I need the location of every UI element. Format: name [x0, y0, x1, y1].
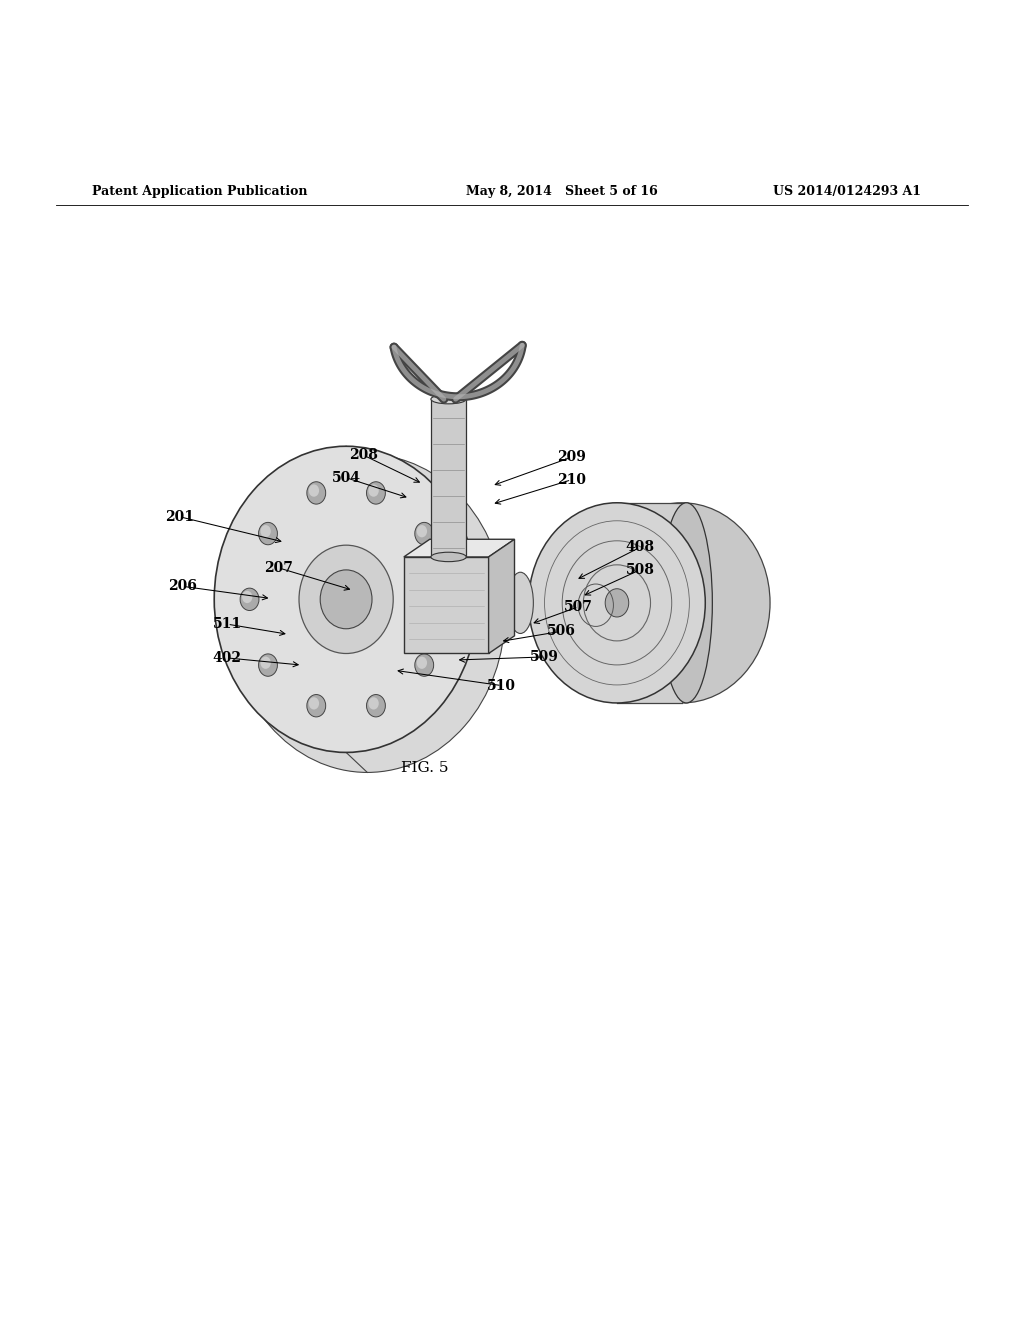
Ellipse shape: [308, 697, 319, 710]
Ellipse shape: [433, 589, 452, 611]
Ellipse shape: [660, 503, 713, 704]
Polygon shape: [488, 540, 514, 653]
Ellipse shape: [308, 484, 319, 496]
Ellipse shape: [321, 570, 372, 628]
Ellipse shape: [260, 525, 270, 537]
Ellipse shape: [367, 694, 385, 717]
Ellipse shape: [214, 446, 478, 752]
Text: 506: 506: [547, 624, 575, 639]
Text: 408: 408: [626, 540, 654, 554]
Ellipse shape: [242, 591, 252, 603]
Ellipse shape: [240, 589, 259, 611]
Text: 510: 510: [487, 678, 516, 693]
Text: 210: 210: [557, 473, 586, 487]
Text: 402: 402: [213, 651, 242, 665]
Ellipse shape: [369, 484, 379, 496]
Text: US 2014/0124293 A1: US 2014/0124293 A1: [773, 185, 922, 198]
Ellipse shape: [307, 694, 326, 717]
Text: 511: 511: [213, 618, 242, 631]
Ellipse shape: [605, 589, 629, 616]
Polygon shape: [403, 540, 514, 557]
Text: Patent Application Publication: Patent Application Publication: [92, 185, 307, 198]
Ellipse shape: [367, 482, 385, 504]
Text: FIG. 5: FIG. 5: [401, 760, 449, 775]
Text: May 8, 2014   Sheet 5 of 16: May 8, 2014 Sheet 5 of 16: [466, 185, 657, 198]
Ellipse shape: [259, 653, 278, 676]
Text: 201: 201: [165, 510, 194, 524]
Ellipse shape: [594, 503, 770, 704]
Ellipse shape: [435, 591, 445, 603]
Ellipse shape: [417, 656, 427, 669]
Ellipse shape: [431, 552, 466, 561]
Ellipse shape: [260, 656, 270, 669]
Bar: [403, 557, 488, 653]
Text: 206: 206: [168, 579, 197, 593]
Ellipse shape: [528, 503, 706, 704]
Text: 208: 208: [349, 449, 378, 462]
Ellipse shape: [299, 545, 393, 653]
Text: 509: 509: [530, 649, 559, 664]
Text: 508: 508: [626, 562, 654, 577]
Ellipse shape: [431, 395, 466, 404]
Ellipse shape: [229, 454, 505, 772]
Text: 207: 207: [264, 561, 293, 574]
Ellipse shape: [369, 697, 379, 710]
Ellipse shape: [259, 523, 278, 545]
Bar: [616, 503, 682, 704]
Text: 504: 504: [332, 471, 360, 484]
Ellipse shape: [415, 523, 433, 545]
Bar: [431, 399, 466, 557]
Text: 209: 209: [557, 450, 586, 465]
Ellipse shape: [508, 573, 534, 634]
Ellipse shape: [415, 653, 433, 676]
Ellipse shape: [307, 482, 326, 504]
Ellipse shape: [417, 525, 427, 537]
Text: 507: 507: [564, 599, 593, 614]
